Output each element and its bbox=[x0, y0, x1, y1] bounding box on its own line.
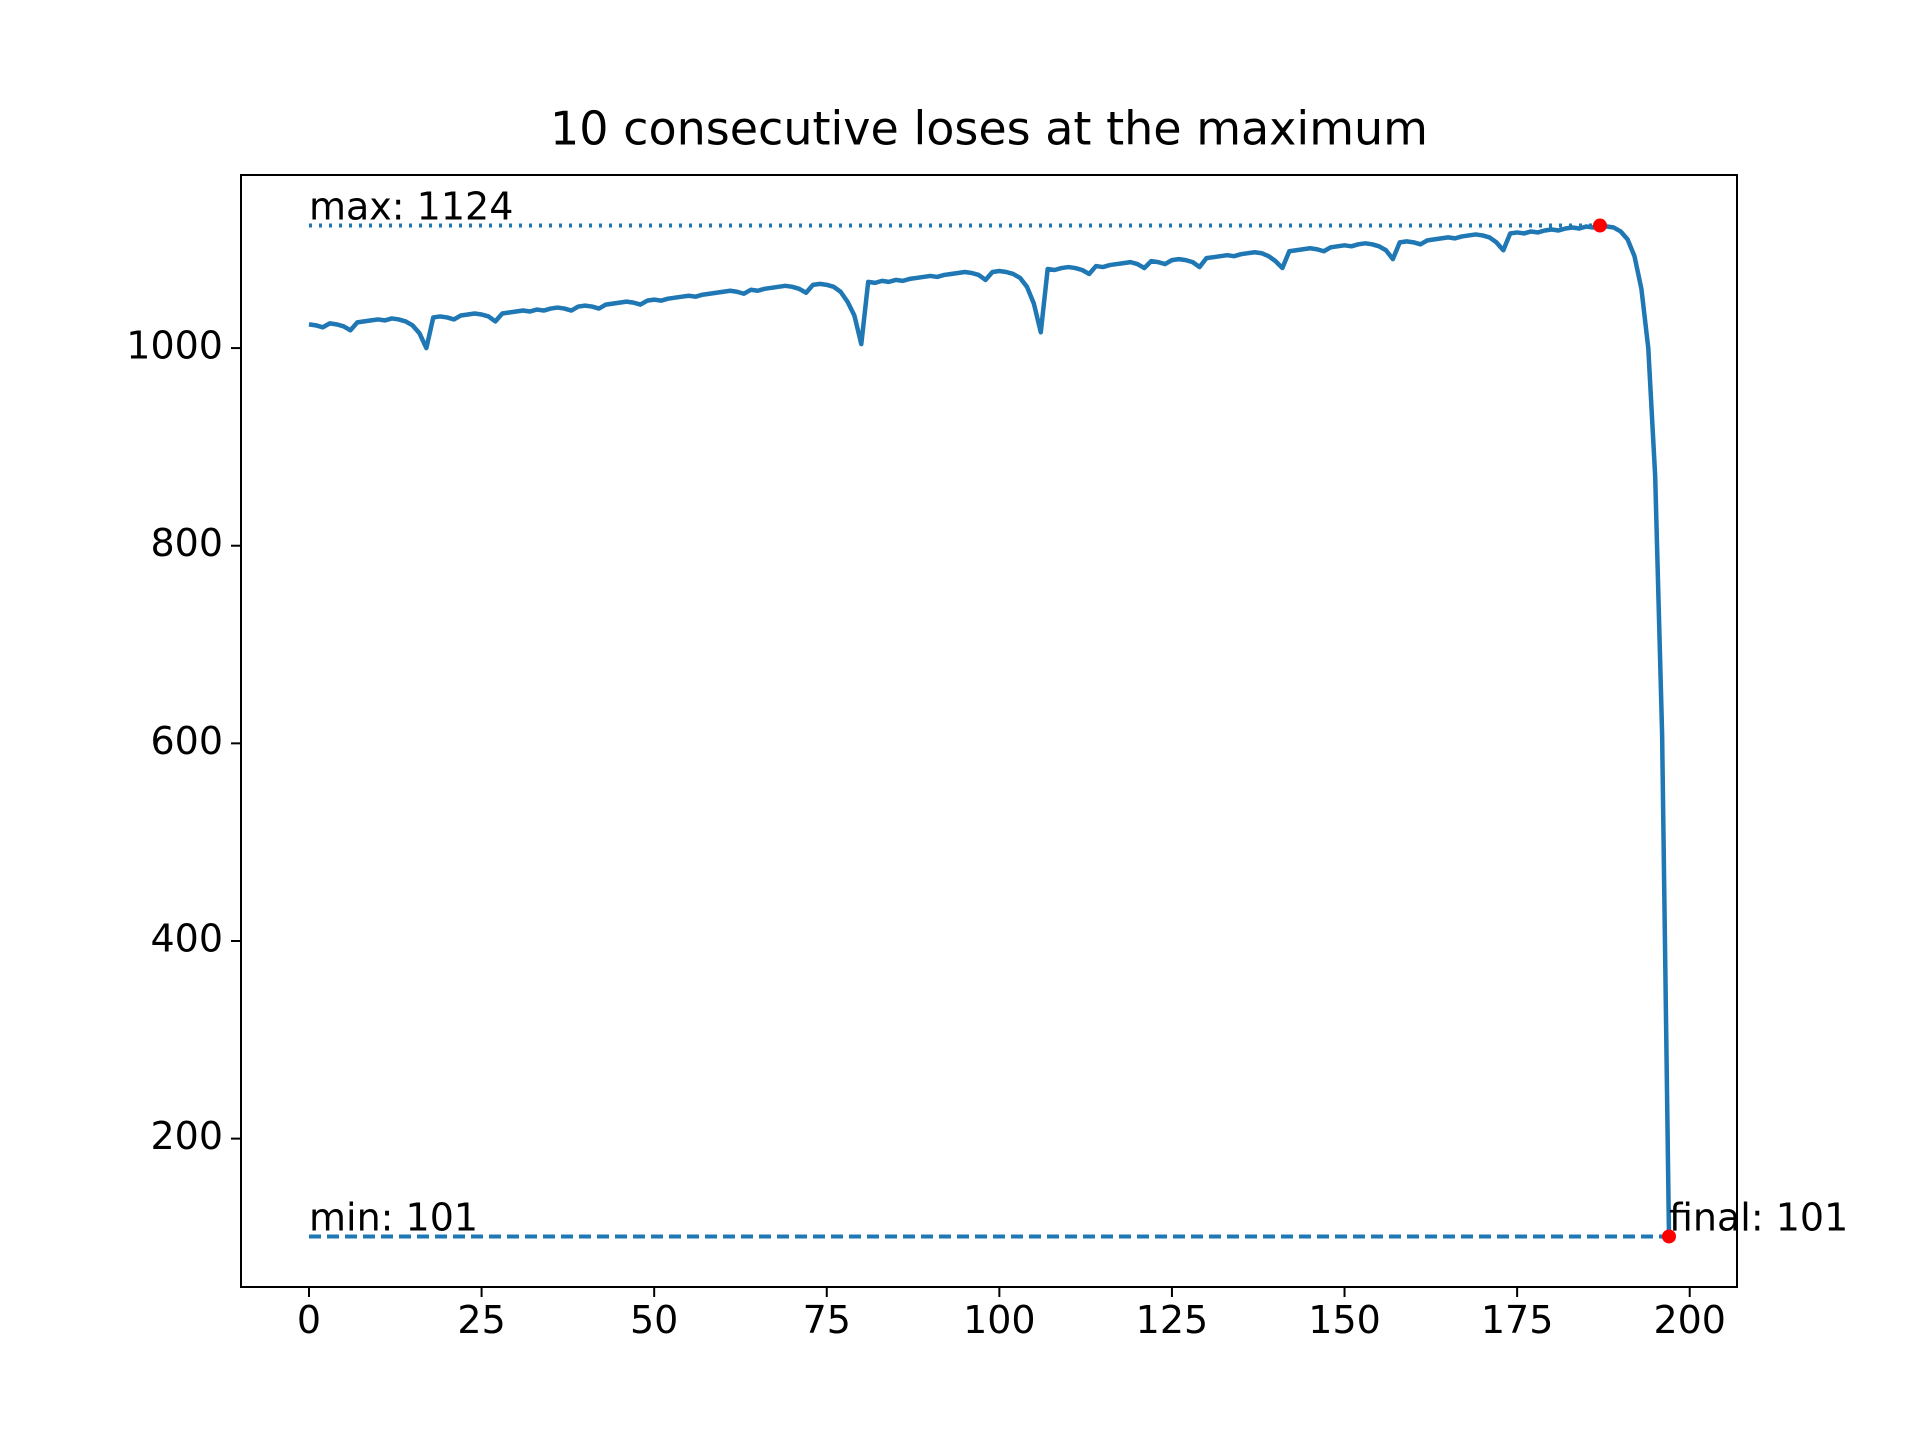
x-tick-label: 125 bbox=[1136, 1298, 1209, 1342]
x-tick-label: 75 bbox=[803, 1298, 851, 1342]
x-tick-label: 50 bbox=[630, 1298, 678, 1342]
highlight-point bbox=[1592, 218, 1607, 233]
annotation: max: 1124 bbox=[309, 185, 513, 229]
x-tick-label: 0 bbox=[297, 1298, 321, 1342]
x-tick-label: 25 bbox=[457, 1298, 505, 1342]
y-tick-label: 800 bbox=[150, 521, 223, 565]
x-tick-label: 150 bbox=[1308, 1298, 1381, 1342]
y-tick-label: 200 bbox=[150, 1114, 223, 1158]
highlight-point bbox=[1662, 1229, 1676, 1244]
plot-frame bbox=[240, 174, 1738, 1288]
x-tick-label: 175 bbox=[1481, 1298, 1554, 1342]
x-tick-label: 100 bbox=[963, 1298, 1036, 1342]
annotation: min: 101 bbox=[309, 1195, 478, 1239]
annotation: final: 101 bbox=[1669, 1195, 1848, 1239]
y-tick-label: 400 bbox=[150, 916, 223, 960]
chart-title: 10 consecutive loses at the maximum bbox=[550, 102, 1428, 156]
y-tick-label: 600 bbox=[150, 719, 223, 763]
x-tick-label: 200 bbox=[1653, 1298, 1726, 1342]
series-line bbox=[308, 223, 1672, 1237]
y-tick-label: 1000 bbox=[126, 324, 223, 368]
